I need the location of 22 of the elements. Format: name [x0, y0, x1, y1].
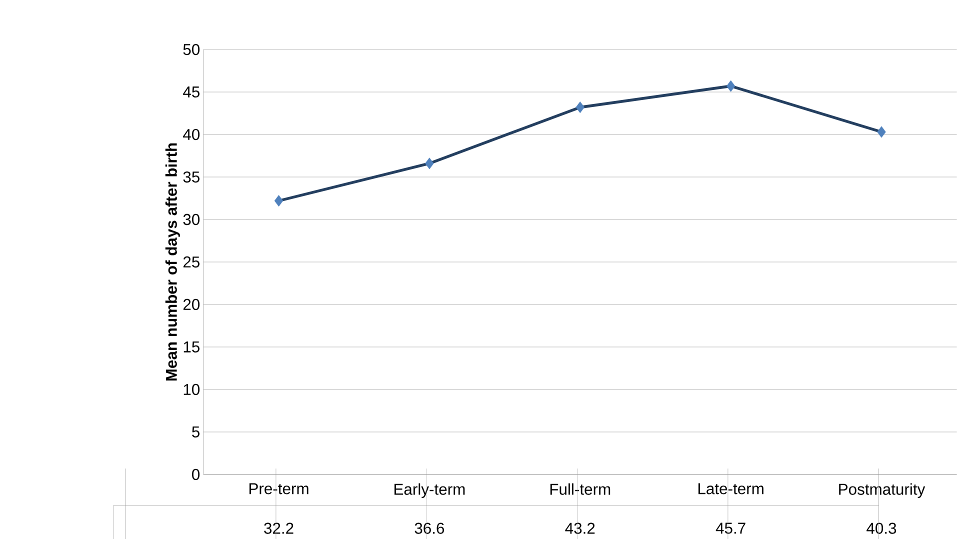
data-label: 45.7 — [716, 522, 746, 534]
y-tick-label: 0 — [192, 468, 200, 480]
x-tick-label: Late-term — [698, 483, 764, 494]
y-tick-label: 10 — [184, 384, 200, 395]
x-tick-label: Pre-term — [249, 483, 308, 494]
y-tick-label: 45 — [183, 86, 200, 98]
y-tick-label: 30 — [183, 214, 200, 225]
data-label: 32.2 — [264, 522, 294, 534]
x-tick-label: Early-term — [394, 483, 465, 498]
data-label: 43.2 — [565, 522, 595, 534]
y-tick-label: 40 — [183, 128, 200, 140]
y-tick-label: 5 — [192, 426, 200, 438]
y-axis-title: Mean number of days after birth — [165, 143, 180, 380]
y-tick-label: 15 — [184, 341, 200, 352]
data-label: 40.3 — [866, 522, 896, 534]
x-tick-label: Full-term — [550, 483, 610, 495]
y-tick-label: 35 — [183, 171, 200, 182]
y-tick-label: 50 — [183, 44, 200, 55]
y-tick-label: 20 — [183, 298, 200, 310]
x-tick-label: Postmaturity — [839, 483, 926, 498]
y-tick-label: 25 — [183, 256, 200, 268]
data-label: 36.6 — [414, 522, 444, 534]
